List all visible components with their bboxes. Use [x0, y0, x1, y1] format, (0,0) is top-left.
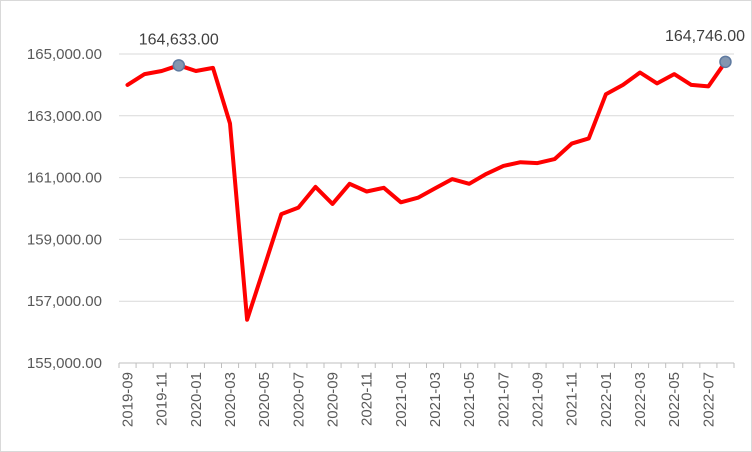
x-tick-label: 2021-07	[495, 372, 512, 427]
gridlines	[119, 53, 734, 364]
x-tick-label: 2020-03	[222, 372, 239, 427]
data-point-marker	[172, 59, 186, 72]
y-tick-label: 163,000.00	[27, 108, 102, 125]
y-tick-label: 165,000.00	[27, 46, 102, 63]
series-layer	[125, 59, 728, 322]
annotation-layer: 164,633.00 164,746.00	[139, 28, 745, 72]
x-tick-label: 2019-09	[120, 372, 137, 427]
x-tick-label: 2021-09	[530, 372, 547, 427]
x-tick-label: 2021-05	[461, 372, 478, 427]
data-label: 164,746.00	[665, 28, 745, 45]
data-point-marker	[719, 55, 732, 69]
x-tick-label: 2020-11	[359, 372, 376, 426]
x-tick-label: 2020-07	[290, 372, 307, 427]
x-tick-label: 2021-01	[393, 372, 410, 427]
x-tick-label: 2020-09	[325, 372, 342, 427]
x-tick-label: 2022-05	[666, 372, 683, 427]
data-label: 164,633.00	[139, 31, 219, 48]
x-tick-label: 2021-03	[427, 372, 444, 427]
y-axis-tick-labels: 155,000.00 157,000.00 159,000.00 161,000.00…	[27, 46, 102, 372]
series-line	[125, 59, 728, 322]
x-tick-label: 2019-11	[154, 372, 171, 426]
y-tick-label: 157,000.00	[27, 293, 102, 310]
x-tick-label: 2022-07	[700, 372, 717, 427]
x-axis-tick-labels: 2019-09 2019-11 2020-01 2020-03 2020-05 2020-…	[118, 363, 735, 427]
x-tick-label: 2020-05	[256, 372, 273, 427]
y-tick-label: 155,000.00	[27, 355, 102, 372]
y-tick-label: 159,000.00	[27, 231, 102, 248]
x-tick-label: 2022-03	[632, 372, 649, 427]
x-tick-label: 2020-01	[188, 372, 205, 427]
x-tick-label: 2021-11	[564, 372, 581, 426]
y-tick-label: 161,000.00	[27, 170, 102, 187]
x-tick-label: 2022-01	[598, 372, 615, 427]
